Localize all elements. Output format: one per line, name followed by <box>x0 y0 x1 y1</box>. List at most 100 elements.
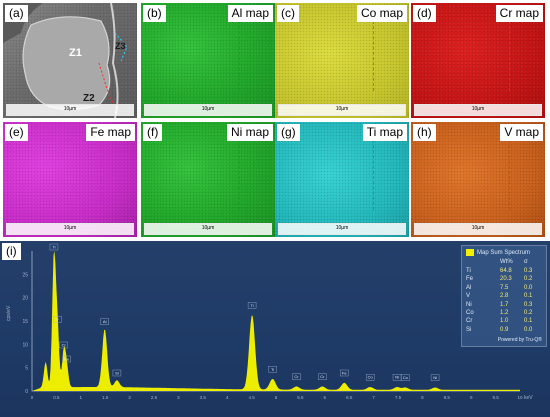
svg-text:Ni: Ni <box>433 375 437 380</box>
legend-sigma: 0.3 <box>524 268 533 274</box>
legend-element: Co <box>466 310 474 316</box>
map-title: V map <box>500 124 543 141</box>
panel-label: (g) <box>277 124 300 141</box>
legend-weight-percent: 1.2 <box>500 310 509 316</box>
legend-element: Si <box>466 326 472 333</box>
legend-row-cr: Cr 1.0 0.1 <box>466 317 544 325</box>
peak-label-fe: Fe <box>62 355 71 363</box>
scale-bar-label: 10µm <box>201 225 215 231</box>
map-panel-ti-map: (g) Ti map 10µm <box>275 122 409 237</box>
x-tick-label: 4.5 <box>248 395 255 400</box>
scale-bar: 10µm <box>414 104 542 116</box>
x-tick-label: 9.5 <box>492 395 499 400</box>
x-tick-label: 8.5 <box>444 395 451 400</box>
scale-bar: 10µm <box>144 104 272 116</box>
scale-bar-label: 10µm <box>63 106 77 112</box>
x-tick-label: 7 <box>372 395 375 400</box>
map-panel-co-map: (c) Co map 10µm <box>275 3 409 118</box>
peak-label-ni: Ni <box>392 373 402 381</box>
legend-sigma: 0.1 <box>524 318 533 325</box>
svg-text:V: V <box>56 317 59 322</box>
grain-boundary <box>110 3 119 118</box>
legend-weight-percent: 2.8 <box>500 293 509 300</box>
svg-text:Al: Al <box>103 319 107 324</box>
map-texture <box>141 3 275 118</box>
x-tick-label: 8 <box>421 395 424 400</box>
map-panel-sem-image: Z1 Z2 Z3 (a) 10µm <box>3 3 137 118</box>
scale-bar-label: 10µm <box>335 225 349 231</box>
spectrum-chart: 0 5 10 15 20 25 0 0.5 1 1.5 2 2.5 3 3.5 4 4.5 5 5.5 6 6.5 7 7… <box>6 243 533 401</box>
svg-text:Fe: Fe <box>342 371 347 376</box>
boundary-marker <box>98 62 116 108</box>
legend-swatch <box>466 249 474 256</box>
x-tick-label: 3.5 <box>200 395 207 400</box>
x-tick-label: 1 <box>80 395 83 400</box>
map-panel-al-map: (b) Al map 10µm <box>141 3 275 118</box>
peak-label-cr: Cr <box>292 373 301 380</box>
peak-label-co: Co <box>365 373 375 381</box>
map-panel-cr-map: (d) Cr map 10µm <box>411 3 545 118</box>
spectrum-legend: Map Sum Spectrum Wt% σ Ti 64.8 0.3 Fe 20.3 0.… <box>461 245 547 347</box>
legend-row-ni: Ni 1.7 0.3 <box>466 301 544 309</box>
map-title: Al map <box>227 5 273 22</box>
legend-element: Al <box>466 284 472 291</box>
legend-weight-percent: 20.3 <box>500 276 512 283</box>
legend-weight-percent: 1.7 <box>500 301 509 308</box>
legend-weight-percent: 1.0 <box>500 318 509 325</box>
region-marker <box>199 140 240 210</box>
legend-element: V <box>466 293 471 300</box>
map-panel-v-map: (h) V map 10µm <box>411 122 545 237</box>
panel-label: (c) <box>277 5 299 22</box>
panel-label: (e) <box>5 124 28 141</box>
x-tick-label: 6.5 <box>346 395 353 400</box>
map-texture <box>3 122 137 237</box>
map-panel-ni-map: (f) Ni map 10µm <box>141 122 275 237</box>
legend-element: Ti <box>466 268 471 274</box>
x-tick-label: 0.5 <box>53 395 60 400</box>
peak-label-cr: Cr <box>318 373 327 380</box>
scale-bar: 10µm <box>144 223 272 235</box>
scale-bar: 10µm <box>6 104 134 116</box>
map-title: Ti map <box>362 124 407 141</box>
y-tick-label: 25 <box>22 272 28 278</box>
x-tick-label: 5 <box>275 395 278 400</box>
map-title: Cr map <box>495 5 543 22</box>
region-marker <box>61 140 102 210</box>
peak-label-co: Co <box>401 374 410 381</box>
panel-label: (d) <box>413 5 436 22</box>
scale-bar: 10µm <box>6 223 134 235</box>
map-title: Ni map <box>226 124 273 141</box>
peak-label-v: V <box>53 316 62 323</box>
scale-bar-label: 10µm <box>201 106 215 112</box>
y-tick-label: 20 <box>22 296 28 302</box>
x-tick-label: 9 <box>470 395 473 400</box>
map-texture <box>141 122 275 237</box>
svg-text:Si: Si <box>115 371 119 376</box>
legend-row-ti: Ti 64.8 0.3 <box>466 267 544 275</box>
svg-text:Ti: Ti <box>271 367 274 372</box>
y-tick-label: 10 <box>22 342 28 348</box>
scale-bar-label: 10µm <box>471 106 485 112</box>
zone-label-z2: Z2 <box>83 93 95 104</box>
map-texture <box>411 3 545 118</box>
panel-label: (b) <box>143 5 166 22</box>
legend-sigma: 0.0 <box>524 326 533 333</box>
map-texture <box>411 122 545 237</box>
legend-header: Wt% σ <box>500 259 528 265</box>
peak-label-ti: Ti <box>268 366 277 373</box>
legend-element: Ni <box>466 301 472 308</box>
junction-marker <box>114 32 128 62</box>
peak-label-ti: Ti <box>49 243 59 251</box>
svg-text:Ti: Ti <box>250 303 253 308</box>
legend-row-co: Co 1.2 0.2 <box>466 309 544 317</box>
scale-bar-label: 10µm <box>335 106 349 112</box>
legend-sigma: 0.0 <box>524 284 533 291</box>
panel-label: (i) <box>2 243 21 260</box>
legend-sigma: 0.3 <box>524 301 533 308</box>
legend-weight-percent: 7.5 <box>500 284 509 291</box>
panel-label: (f) <box>143 124 163 141</box>
svg-text:Co: Co <box>403 375 409 380</box>
svg-text:Cr: Cr <box>294 374 299 379</box>
map-title: Co map <box>356 5 407 22</box>
svg-text:Cr: Cr <box>62 343 67 348</box>
